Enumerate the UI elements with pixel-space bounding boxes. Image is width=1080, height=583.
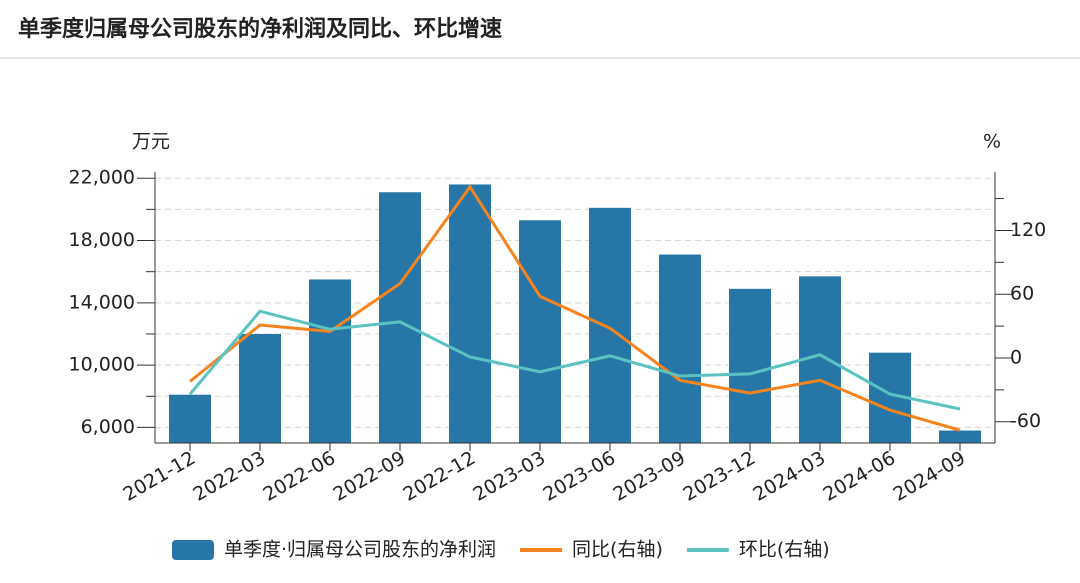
y-tick-label: 6,000 <box>81 416 135 438</box>
y2-tick-label: 0 <box>1010 346 1022 368</box>
bar <box>729 288 771 443</box>
legend-label: 环比(右轴) <box>739 539 830 561</box>
y-tick-label: 22,000 <box>69 167 135 189</box>
x-tick-label: 2024-03 <box>749 447 829 506</box>
y2-tick-label: 60 <box>1010 283 1034 305</box>
x-tick-label: 2021-12 <box>119 447 199 506</box>
legend-swatch <box>172 540 214 560</box>
x-tick-label: 2022-09 <box>329 447 409 506</box>
x-tick-label: 2023-12 <box>679 447 759 506</box>
bar <box>659 254 701 443</box>
x-tick-label: 2023-09 <box>609 447 689 506</box>
bar <box>589 207 631 443</box>
bar <box>449 184 491 443</box>
bar <box>519 220 561 443</box>
x-tick-label: 2023-06 <box>539 447 619 506</box>
x-tick-label: 2024-06 <box>819 447 899 506</box>
y-tick-label: 18,000 <box>69 229 135 251</box>
y2-tick-label: -60 <box>1010 410 1041 432</box>
legend-label: 同比(右轴) <box>572 539 663 561</box>
bar <box>239 333 281 443</box>
y-tick-label: 14,000 <box>69 291 135 313</box>
bar <box>939 430 981 443</box>
bar <box>169 394 211 443</box>
y2-tick-label: 120 <box>1010 219 1046 241</box>
line-series <box>188 309 961 411</box>
x-tick-label: 2022-12 <box>399 447 479 506</box>
y-unit: 万元 <box>132 131 170 153</box>
x-tick-label: 2023-03 <box>469 447 549 506</box>
x-tick-label: 2022-06 <box>259 447 339 506</box>
bar <box>309 279 351 443</box>
y-tick-label: 10,000 <box>69 354 135 376</box>
y2-unit: % <box>983 131 1001 153</box>
x-tick-label: 2024-09 <box>889 447 969 506</box>
chart-title: 单季度归属母公司股东的净利润及同比、环比增速 <box>18 16 502 42</box>
x-tick-label: 2022-03 <box>189 447 269 506</box>
legend-label: 单季度·归属母公司股东的净利润 <box>224 539 496 561</box>
bar <box>379 192 421 443</box>
line-series <box>189 184 961 432</box>
